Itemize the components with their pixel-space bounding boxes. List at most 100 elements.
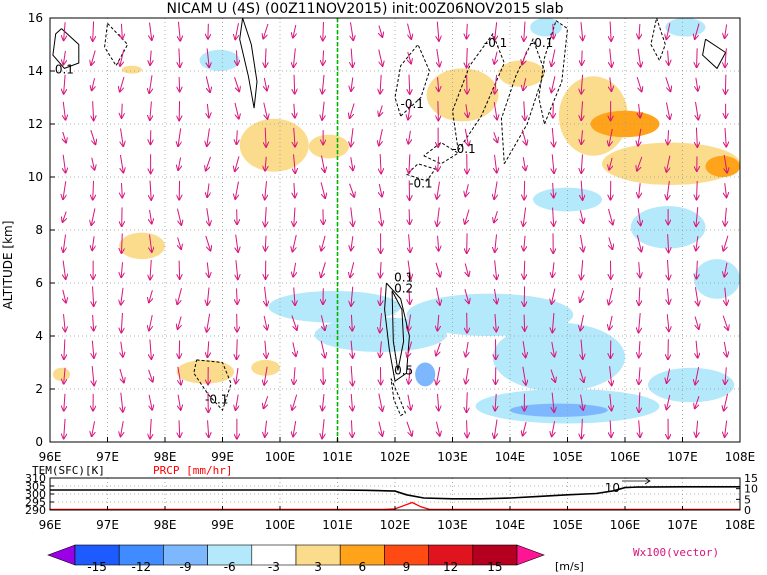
wind-vector-223 [437,21,439,41]
wind-vector-222 [437,49,440,66]
wind-vector-103 [236,234,238,252]
wind-vector-121 [265,181,267,199]
prcp-tick-label: 10 [744,483,758,496]
contour-label-0: 0.1 [55,63,74,77]
wind-vector-283 [552,127,554,146]
wind-vector-364 [696,101,699,120]
shaded-region-11 [251,359,280,376]
shaded-region-24 [199,49,240,71]
wind-vector-286 [551,49,556,66]
wind-vector-12 [63,101,65,120]
wind-vector-93 [205,76,210,92]
altitude-ticks: 0 2 4 6 8 10 12 14 16 [28,11,55,449]
wind-vector-266 [523,157,525,170]
shaded-region-22 [694,259,740,299]
wind-vector-177 [378,393,383,411]
contour-label-1: -0.1 [484,36,507,50]
y-tick-label: 6 [35,276,43,290]
wind-vector-330 [637,156,643,171]
wind-vector-216 [437,207,439,226]
colorbar-unit: [m/s] [555,560,584,573]
y-tick-label: 8 [35,223,43,237]
wind-vector-303 [581,22,583,40]
wind-vector-287 [553,23,554,39]
wind-vector-55 [149,234,151,252]
longitude-ticks: 96E 97E 98E 99E 100E 101E 102E 103E 104E 105E 106E… [39,437,755,464]
wind-vector-150 [321,262,326,277]
shaded-region-20 [648,367,735,403]
wind-vector-101 [237,288,238,304]
wind-vector-27 [90,130,96,144]
contour-label-7: 0.2 [394,281,413,295]
wind-vector-52 [149,314,152,330]
lower-x-tick-label: 108E [725,518,756,532]
contour-line-1 [239,18,258,109]
wind-vector-203 [408,130,410,144]
wind-vector-28 [93,101,94,120]
wind-vector-130 [294,367,295,384]
x-tick-label: 102E [380,450,411,464]
wind-vector-249 [494,181,497,199]
wind-vector-207 [407,23,412,39]
wind-vector-199 [409,234,411,252]
wind-vector-248 [494,210,497,222]
lower-x-tick-label: 104E [495,518,526,532]
wind-vector-254 [494,51,497,64]
colorbar-label: -12 [131,560,151,574]
wind-vector-259 [523,341,525,357]
wind-vector-23 [92,236,94,250]
wind-vector-314 [609,157,612,170]
wind-vector-281 [553,182,554,198]
tem-tick-label: 295 [25,496,46,509]
wind-vector-293 [580,290,584,302]
wind-vector-217 [437,181,440,199]
wind-vector-29 [92,78,95,90]
wind-vector-129 [292,394,298,410]
wind-vector-265 [524,180,525,200]
wind-vector-239 [466,23,467,39]
x-tick-label: 107E [667,450,698,464]
wind-vector-190 [378,49,383,66]
wind-vector-357 [695,287,698,305]
wind-vector-175 [350,22,353,40]
prcp-axis-label: PRCP [mm/hr] [153,464,232,477]
colorbar-label: -6 [224,560,236,574]
wind-vector-251 [494,132,498,142]
wind-vector-379 [725,127,726,147]
wind-vector-68 [178,316,182,329]
wind-vector-128 [293,421,296,436]
wind-vector-325 [639,287,640,305]
wind-vector-292 [580,314,583,330]
prcp-tick-label: 5 [744,493,751,506]
wind-vector-154 [321,155,324,172]
x-tick-label: 96E [39,450,62,464]
wind-vector-64 [179,420,180,437]
wind-vector-94 [207,48,209,67]
wind-vector-38 [121,262,122,277]
vector-note: Wx100(vector) [633,546,719,559]
wind-vector-262 [524,260,525,279]
wind-vector-369 [724,393,729,411]
wind-vector-114 [264,366,267,385]
wind-vector-333 [636,76,641,91]
shaded-region-0 [426,68,499,122]
wind-vector-72 [176,208,181,225]
shaded-region-15 [406,293,574,336]
wind-vector-197 [409,288,410,304]
contour-line-9 [384,282,410,382]
wind-vector-8 [63,211,67,222]
wind-vector-378 [724,154,727,173]
wind-vector-137 [294,183,295,197]
wind-vector-198 [408,260,411,279]
wind-vector-106 [235,156,240,171]
wind-vector-209 [438,393,439,411]
wind-vector-240 [494,419,497,438]
wind-vector-359 [696,236,698,250]
wind-vector-180 [380,313,382,332]
shaded-region-21 [630,206,706,249]
wind-vector-160 [351,420,352,437]
wind-vector-170 [351,157,353,170]
wind-vector-370 [725,367,726,384]
wind-vector-196 [408,314,410,331]
